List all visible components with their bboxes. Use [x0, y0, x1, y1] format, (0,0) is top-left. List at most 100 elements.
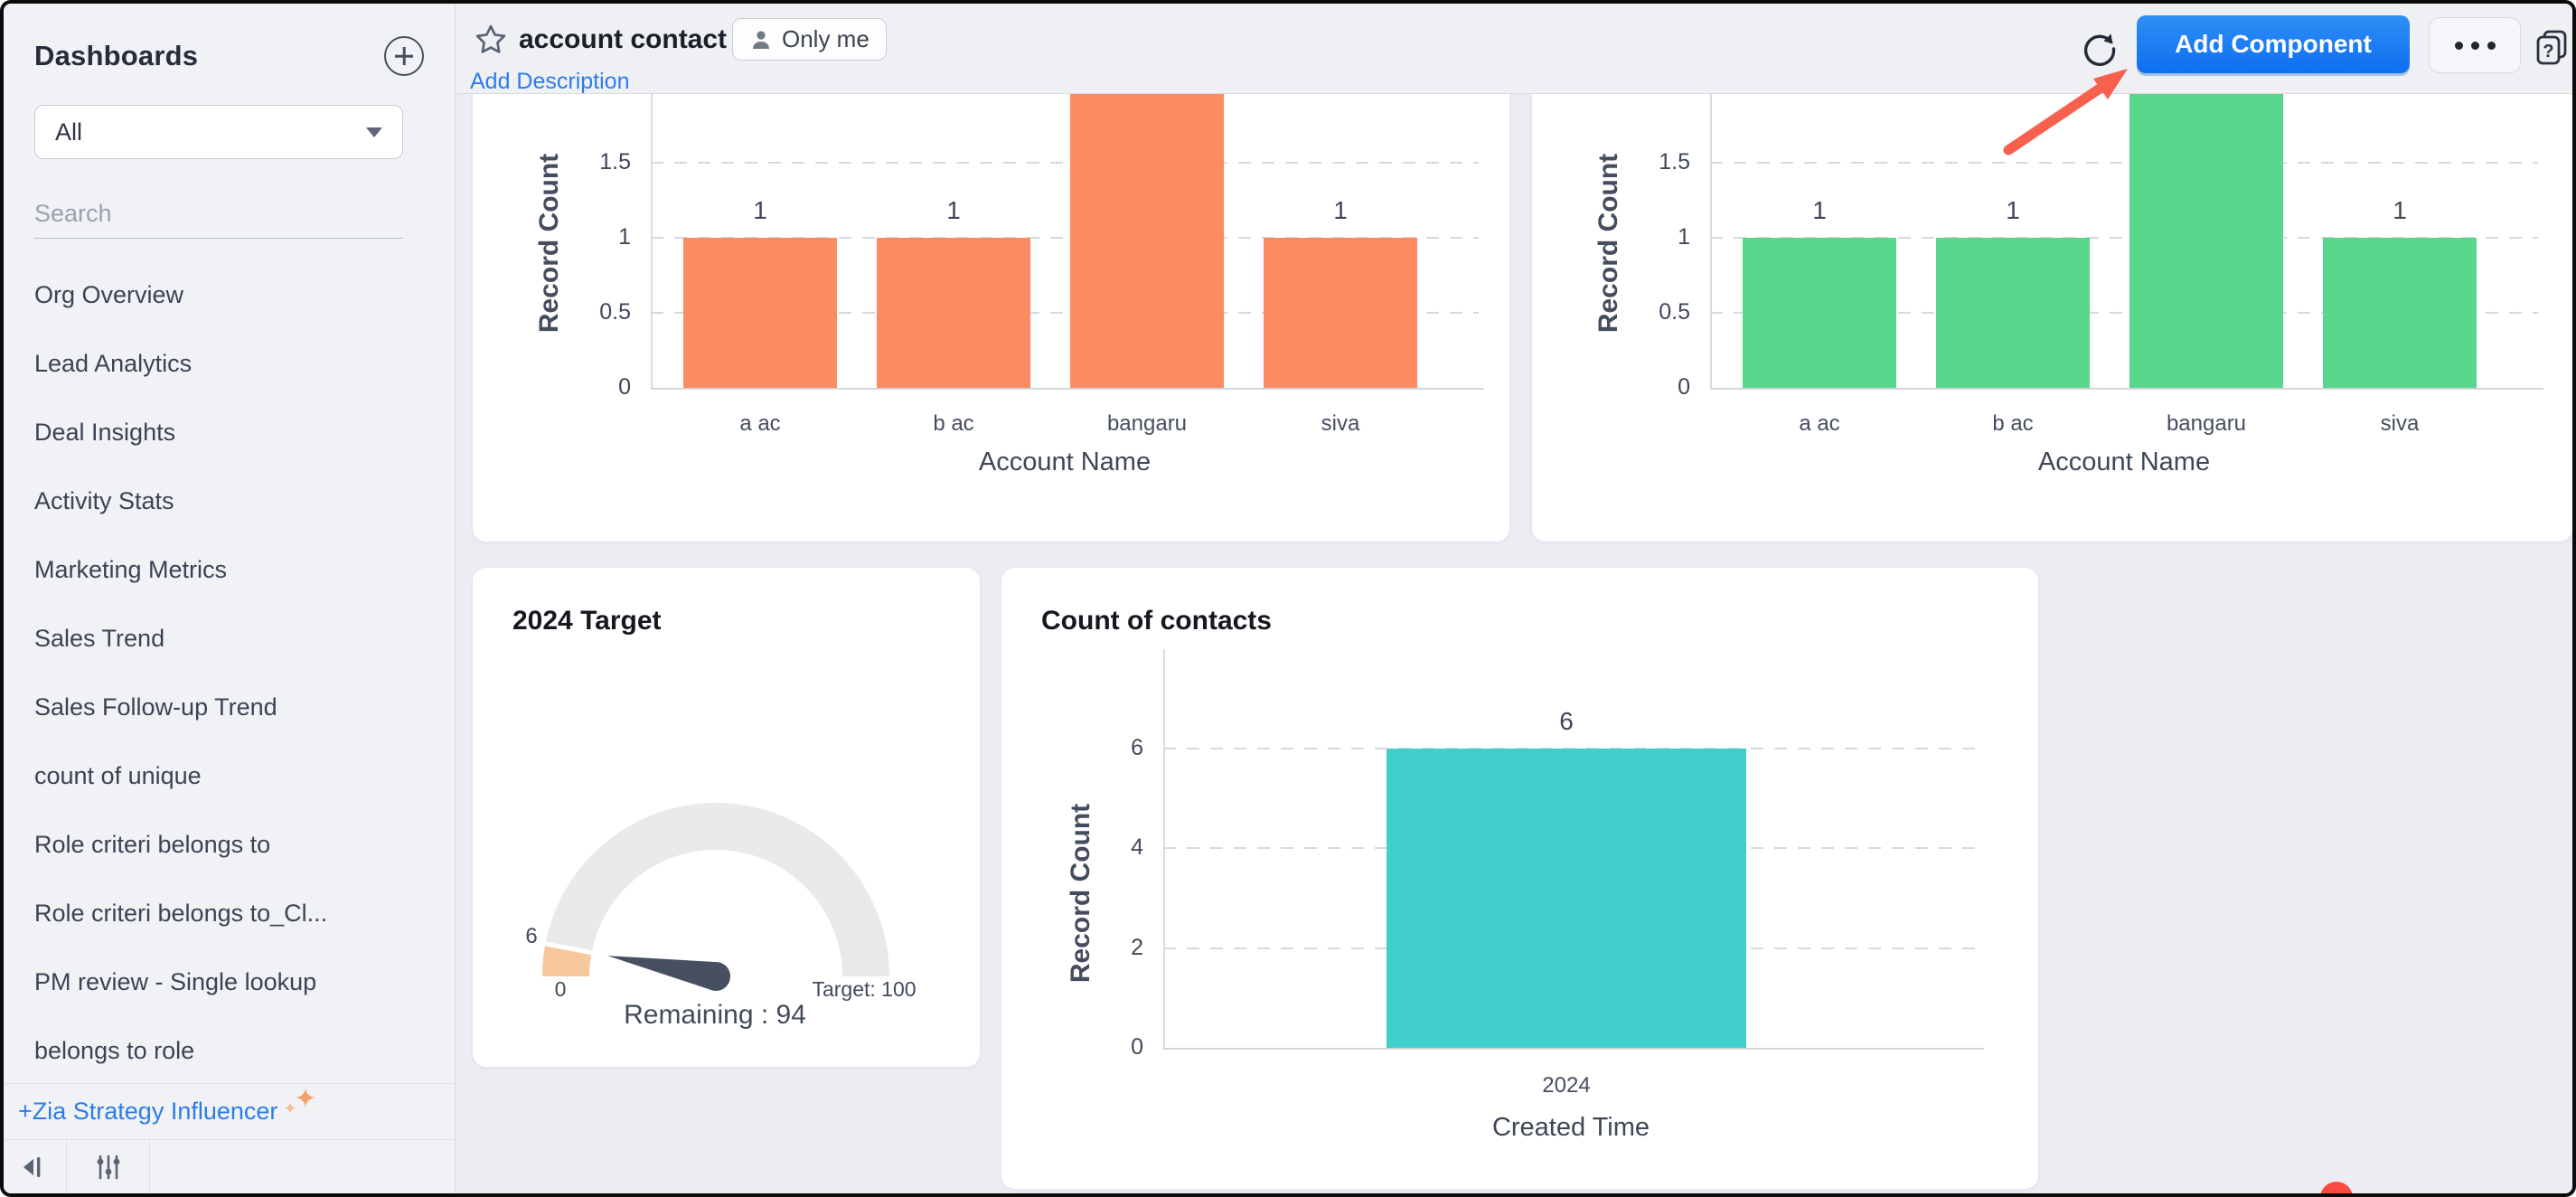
- y-tick-label: 1: [1678, 224, 1690, 250]
- bar-value-label: 1: [2006, 196, 2020, 224]
- gridline: [651, 237, 1479, 239]
- collapse-sidebar-button[interactable]: [4, 1140, 67, 1193]
- recording-indicator-dot: [2320, 1182, 2353, 1193]
- visibility-badge[interactable]: Only me: [732, 18, 887, 61]
- gridline: [651, 162, 1479, 164]
- gauge-min-label: 0: [555, 977, 567, 1001]
- bar-b ac[interactable]: [877, 238, 1030, 388]
- sidebar-item-sales-trend[interactable]: Sales Trend: [34, 625, 165, 652]
- x-tick-label: b ac: [1992, 411, 2034, 436]
- refresh-icon[interactable]: [2081, 30, 2119, 68]
- dashboard-canvas: 0 0.5 1 1.5 1 a ac 1 b ac 2 bangaru 1 siva Account N…: [456, 94, 2572, 1193]
- bar-value-label: 1: [946, 196, 961, 224]
- gauge-title: 2024 Target: [512, 606, 662, 636]
- sparkles-icon: ✦ ✦: [283, 1083, 317, 1117]
- help-icon[interactable]: ?: [2534, 29, 2569, 67]
- sidebar-item-role-criteri-belongs-to-cl[interactable]: Role criteri belongs to_Cl...: [34, 900, 328, 927]
- star-favorite-icon[interactable]: [474, 23, 508, 57]
- sidebar-item-deal-insights[interactable]: Deal Insights: [34, 419, 176, 446]
- gridline: [1710, 237, 2538, 239]
- y-tick-label: 1.5: [1659, 149, 1690, 174]
- sidebar-title: Dashboards: [34, 40, 199, 71]
- bar-a ac[interactable]: [1743, 238, 1896, 388]
- x-tick-label: bangaru: [1106, 411, 1188, 436]
- visibility-badge-label: Only me: [782, 25, 870, 52]
- y-tick-label: 0.5: [1659, 299, 1690, 325]
- y-axis-line: [1710, 94, 1712, 388]
- add-component-button[interactable]: Add Component: [2137, 15, 2410, 73]
- gauge-segment-gap: [541, 941, 595, 956]
- sidebar-item-pm-review-single-lookup[interactable]: PM review - Single lookup: [34, 968, 317, 995]
- y-axis-line: [651, 94, 653, 388]
- y-tick-label: 1: [618, 224, 631, 250]
- y-tick-label: 0: [1131, 1034, 1143, 1060]
- sidebar-footer: [4, 1139, 455, 1193]
- filter-sliders-icon: [97, 1155, 119, 1179]
- x-axis-line: [1163, 1048, 1984, 1050]
- dashboard-header: account contact Only me Add Description …: [456, 4, 2572, 94]
- x-axis-line: [1710, 388, 2543, 390]
- sidebar-item-org-overview[interactable]: Org Overview: [34, 281, 184, 308]
- x-tick-label: a ac: [739, 411, 781, 436]
- bar-value-label: 6: [1559, 707, 1574, 735]
- count-chart-title: Count of contacts: [1041, 606, 1272, 636]
- bar-value-label: 1: [1333, 196, 1348, 224]
- x-axis-title: Created Time: [1491, 1113, 1650, 1142]
- x-axis-title: Account Name: [2037, 448, 2211, 476]
- x-tick-label: bangaru: [2166, 411, 2247, 436]
- sidebar-item-marketing-metrics[interactable]: Marketing Metrics: [34, 556, 228, 583]
- gauge-needle: [607, 956, 730, 991]
- bar-b ac[interactable]: [1936, 238, 2090, 388]
- sidebar-item-sales-follow-up-trend[interactable]: Sales Follow-up Trend: [34, 693, 277, 721]
- more-actions-button[interactable]: [2429, 17, 2521, 73]
- bar-a ac[interactable]: [683, 238, 837, 388]
- x-tick-label: siva: [1321, 411, 1360, 436]
- x-tick-label: a ac: [1799, 411, 1840, 436]
- gauge-value-label: 6: [525, 924, 537, 948]
- sidebar-item-lead-analytics[interactable]: Lead Analytics: [34, 350, 193, 377]
- y-axis-title: Record Count: [1594, 153, 1623, 334]
- gridline: [651, 312, 1479, 314]
- gauge-card-2024-target: 2024 Target 6 0 Target: 100 Remaining : 94: [472, 567, 981, 1068]
- bar-2024[interactable]: [1387, 749, 1746, 1048]
- bar-bangaru[interactable]: [1070, 94, 1224, 388]
- bar-value-label: 1: [2393, 196, 2407, 224]
- gridline: [1710, 162, 2538, 164]
- gridline: [1710, 312, 2538, 314]
- bar-value-label: 1: [1812, 196, 1827, 224]
- bar-bangaru[interactable]: [2129, 94, 2283, 388]
- sidebar-item-belongs-to-role[interactable]: belongs to role: [34, 1037, 195, 1064]
- add-description-link[interactable]: Add Description: [470, 69, 630, 94]
- y-tick-label: 2: [1131, 935, 1143, 960]
- y-tick-label: 1.5: [599, 149, 631, 174]
- y-axis-title: Record Count: [534, 153, 564, 334]
- dashboard-filter-select[interactable]: All: [34, 105, 403, 159]
- add-dashboard-button[interactable]: [384, 36, 424, 76]
- chart-card-count-of-contacts: Count of contacts 0 2 4 6 6 2024 Created Time R…: [1001, 567, 2039, 1190]
- zia-strategy-influencer-link[interactable]: +Zia Strategy Influencer ✦ ✦: [4, 1083, 455, 1139]
- dashboards-sidebar: Dashboards All Org Overview Lead Analyti…: [4, 4, 456, 1193]
- gauge-track: [542, 803, 889, 976]
- dashboard-filter-value: All: [55, 118, 83, 146]
- y-tick-label: 6: [1131, 735, 1143, 760]
- sidebar-footer-spacer: [150, 1140, 455, 1193]
- x-axis-title: Account Name: [978, 448, 1152, 476]
- bar-siva[interactable]: [1264, 238, 1417, 388]
- bar-siva[interactable]: [2323, 238, 2477, 388]
- svg-text:?: ?: [2543, 42, 2553, 61]
- sidebar-item-activity-stats[interactable]: Activity Stats: [34, 487, 174, 514]
- filter-settings-button[interactable]: [67, 1140, 150, 1193]
- sidebar-item-role-criteri-belongs-to[interactable]: Role criteri belongs to: [34, 831, 271, 858]
- person-icon: [753, 30, 769, 49]
- dashboard-title: account contact: [519, 24, 728, 54]
- x-tick-label: siva: [2380, 411, 2420, 436]
- y-tick-label: 0.5: [599, 299, 631, 325]
- sidebar-item-count-of-unique[interactable]: count of unique: [34, 762, 202, 789]
- ellipsis-icon: [2454, 41, 2463, 50]
- x-tick-label: b ac: [933, 411, 974, 436]
- search-input[interactable]: [34, 190, 403, 239]
